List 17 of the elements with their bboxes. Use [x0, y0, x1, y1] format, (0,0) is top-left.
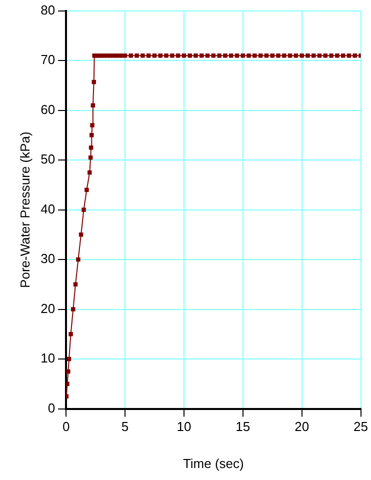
y-axis-title: Pore-Water Pressure (kPa)	[17, 132, 32, 288]
y-tick-label: 40	[40, 201, 56, 216]
x-tick-label: 5	[121, 419, 129, 434]
x-axis-title: Time (sec)	[182, 456, 244, 471]
x-tick-label: 15	[236, 419, 250, 434]
y-tick-label: 70	[40, 52, 56, 68]
y-tick-label: 30	[40, 251, 56, 266]
y-tick-label: 20	[40, 300, 56, 316]
x-tick-label: 0	[62, 419, 70, 434]
x-tick-label: 25	[354, 419, 368, 434]
x-tick-label: 20	[294, 419, 310, 434]
x-tick-label: 10	[176, 419, 192, 434]
y-tick-label: 0	[48, 400, 56, 416]
y-tick-label: 50	[40, 152, 56, 167]
y-tick-label: 80	[40, 2, 56, 18]
y-tick-label: 10	[40, 350, 56, 366]
y-tick-label: 60	[40, 102, 56, 117]
